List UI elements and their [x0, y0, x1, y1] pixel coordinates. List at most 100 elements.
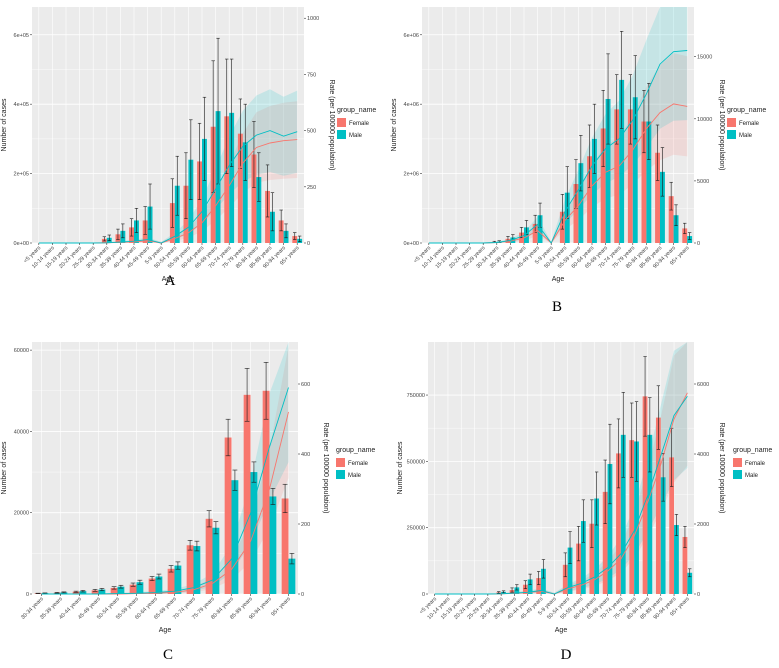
y2-tick-label: 750 — [307, 72, 316, 78]
bar-male-15 — [634, 441, 639, 594]
legend-title: group_name — [727, 107, 766, 114]
bar-female-16 — [642, 396, 648, 594]
bar-female-3 — [91, 590, 99, 594]
error-bar-female-13 — [601, 89, 605, 167]
bar-male-17 — [660, 477, 666, 594]
bar-male-16 — [647, 434, 653, 594]
error-bar-male-12 — [592, 103, 597, 174]
bar-male-7 — [174, 565, 182, 594]
bar-male-17 — [660, 171, 665, 243]
error-bar-male-12 — [202, 96, 207, 181]
bar-female-19 — [682, 228, 688, 243]
legend-label-female: Female — [348, 461, 369, 467]
legend-key-male — [727, 130, 736, 139]
error-bar-male-6 — [156, 573, 162, 580]
bar-female-17 — [655, 152, 660, 243]
x-axis-title: Age — [555, 627, 568, 634]
y2-tick-label: 0 — [307, 241, 310, 247]
legend-label-female: Female — [349, 121, 370, 127]
error-bar-male-15 — [633, 55, 637, 140]
bar-male-16 — [646, 121, 652, 243]
y2-tick-label: 10000 — [697, 117, 712, 123]
y2-tick-label: 15000 — [697, 55, 712, 61]
bar-male-10 — [231, 480, 239, 594]
error-bar-male-17 — [660, 147, 665, 197]
y-axis-title: Number of cases — [391, 98, 398, 151]
error-bar-female-15 — [630, 402, 634, 478]
error-bar-male-12 — [594, 471, 599, 526]
error-bar-male-19 — [687, 232, 692, 240]
bar-male-10 — [567, 547, 573, 594]
error-bar-male-11 — [251, 461, 257, 483]
legend-key-male — [337, 130, 346, 139]
error-bar-female-17 — [655, 124, 660, 181]
y-tick-label: 2e+05 — [14, 172, 29, 178]
bar-female-4 — [110, 587, 118, 594]
bar-female-18 — [278, 220, 284, 243]
error-bar-female-17 — [656, 385, 661, 450]
error-bar-female-12 — [590, 499, 594, 548]
bar-female-14 — [224, 116, 230, 243]
error-bar-male-3 — [99, 588, 105, 592]
error-bar-male-8 — [148, 183, 152, 230]
bar-male-12 — [594, 498, 600, 594]
bar-male-14 — [229, 112, 235, 243]
legend-label-female: Female — [745, 461, 766, 467]
error-bar-male-11 — [581, 499, 586, 543]
bar-male-5 — [136, 582, 144, 594]
bar-male-14 — [620, 434, 626, 594]
y-tick-label: 2e+06 — [404, 172, 419, 178]
legend-key-female — [727, 118, 736, 127]
bar-female-9 — [205, 518, 213, 594]
bar-female-11 — [573, 184, 579, 243]
bar-male-16 — [256, 177, 262, 243]
error-bar-female-5 — [130, 582, 136, 587]
error-bar-male-14 — [229, 58, 234, 167]
error-bar-male-6 — [515, 584, 519, 591]
error-bar-male-8 — [541, 559, 546, 579]
bar-male-8 — [193, 546, 201, 594]
y-axis-title: Number of cases — [1, 441, 8, 494]
bar-female-15 — [627, 109, 633, 243]
error-bar-male-13 — [608, 423, 612, 505]
error-bar-female-6 — [149, 576, 155, 581]
bar-female-5 — [129, 584, 137, 594]
error-bar-male-18 — [674, 204, 678, 226]
bar-male-12 — [592, 138, 597, 243]
bar-male-15 — [242, 142, 248, 243]
error-bar-male-12 — [270, 488, 276, 505]
bar-male-18 — [673, 215, 679, 243]
rate-line-male — [434, 396, 688, 595]
error-bar-female-10 — [225, 418, 231, 457]
bar-female-13 — [281, 498, 289, 594]
legend-label-male: Male — [349, 133, 363, 139]
legend: group_name Female Male — [727, 107, 766, 139]
legend-label-male: Male — [348, 473, 362, 479]
error-bar-female-14 — [225, 58, 229, 174]
error-bar-female-12 — [263, 362, 269, 420]
x-axis-title: Age — [552, 276, 565, 283]
bar-male-9 — [212, 527, 220, 594]
bar-female-2 — [72, 591, 80, 594]
error-bar-male-11 — [579, 135, 583, 192]
error-bar-male-2 — [80, 590, 86, 593]
error-bar-female-2 — [73, 590, 79, 593]
error-bar-male-15 — [243, 103, 247, 181]
error-bar-male-17 — [270, 192, 275, 232]
y2-tick-label: 500 — [307, 129, 316, 135]
error-bar-male-10 — [232, 469, 238, 491]
y2-tick-label: 6000 — [697, 382, 709, 388]
bar-female-8 — [536, 578, 542, 594]
legend-key-female — [336, 458, 345, 467]
error-bar-female-7 — [168, 565, 174, 573]
y-tick-label: 40000 — [14, 429, 29, 435]
legend-title: group_name — [336, 447, 375, 454]
bar-female-13 — [602, 491, 608, 594]
bar-male-13 — [607, 464, 613, 594]
bar-female-18 — [668, 196, 674, 243]
y2-tick-label: 0 — [301, 592, 304, 598]
